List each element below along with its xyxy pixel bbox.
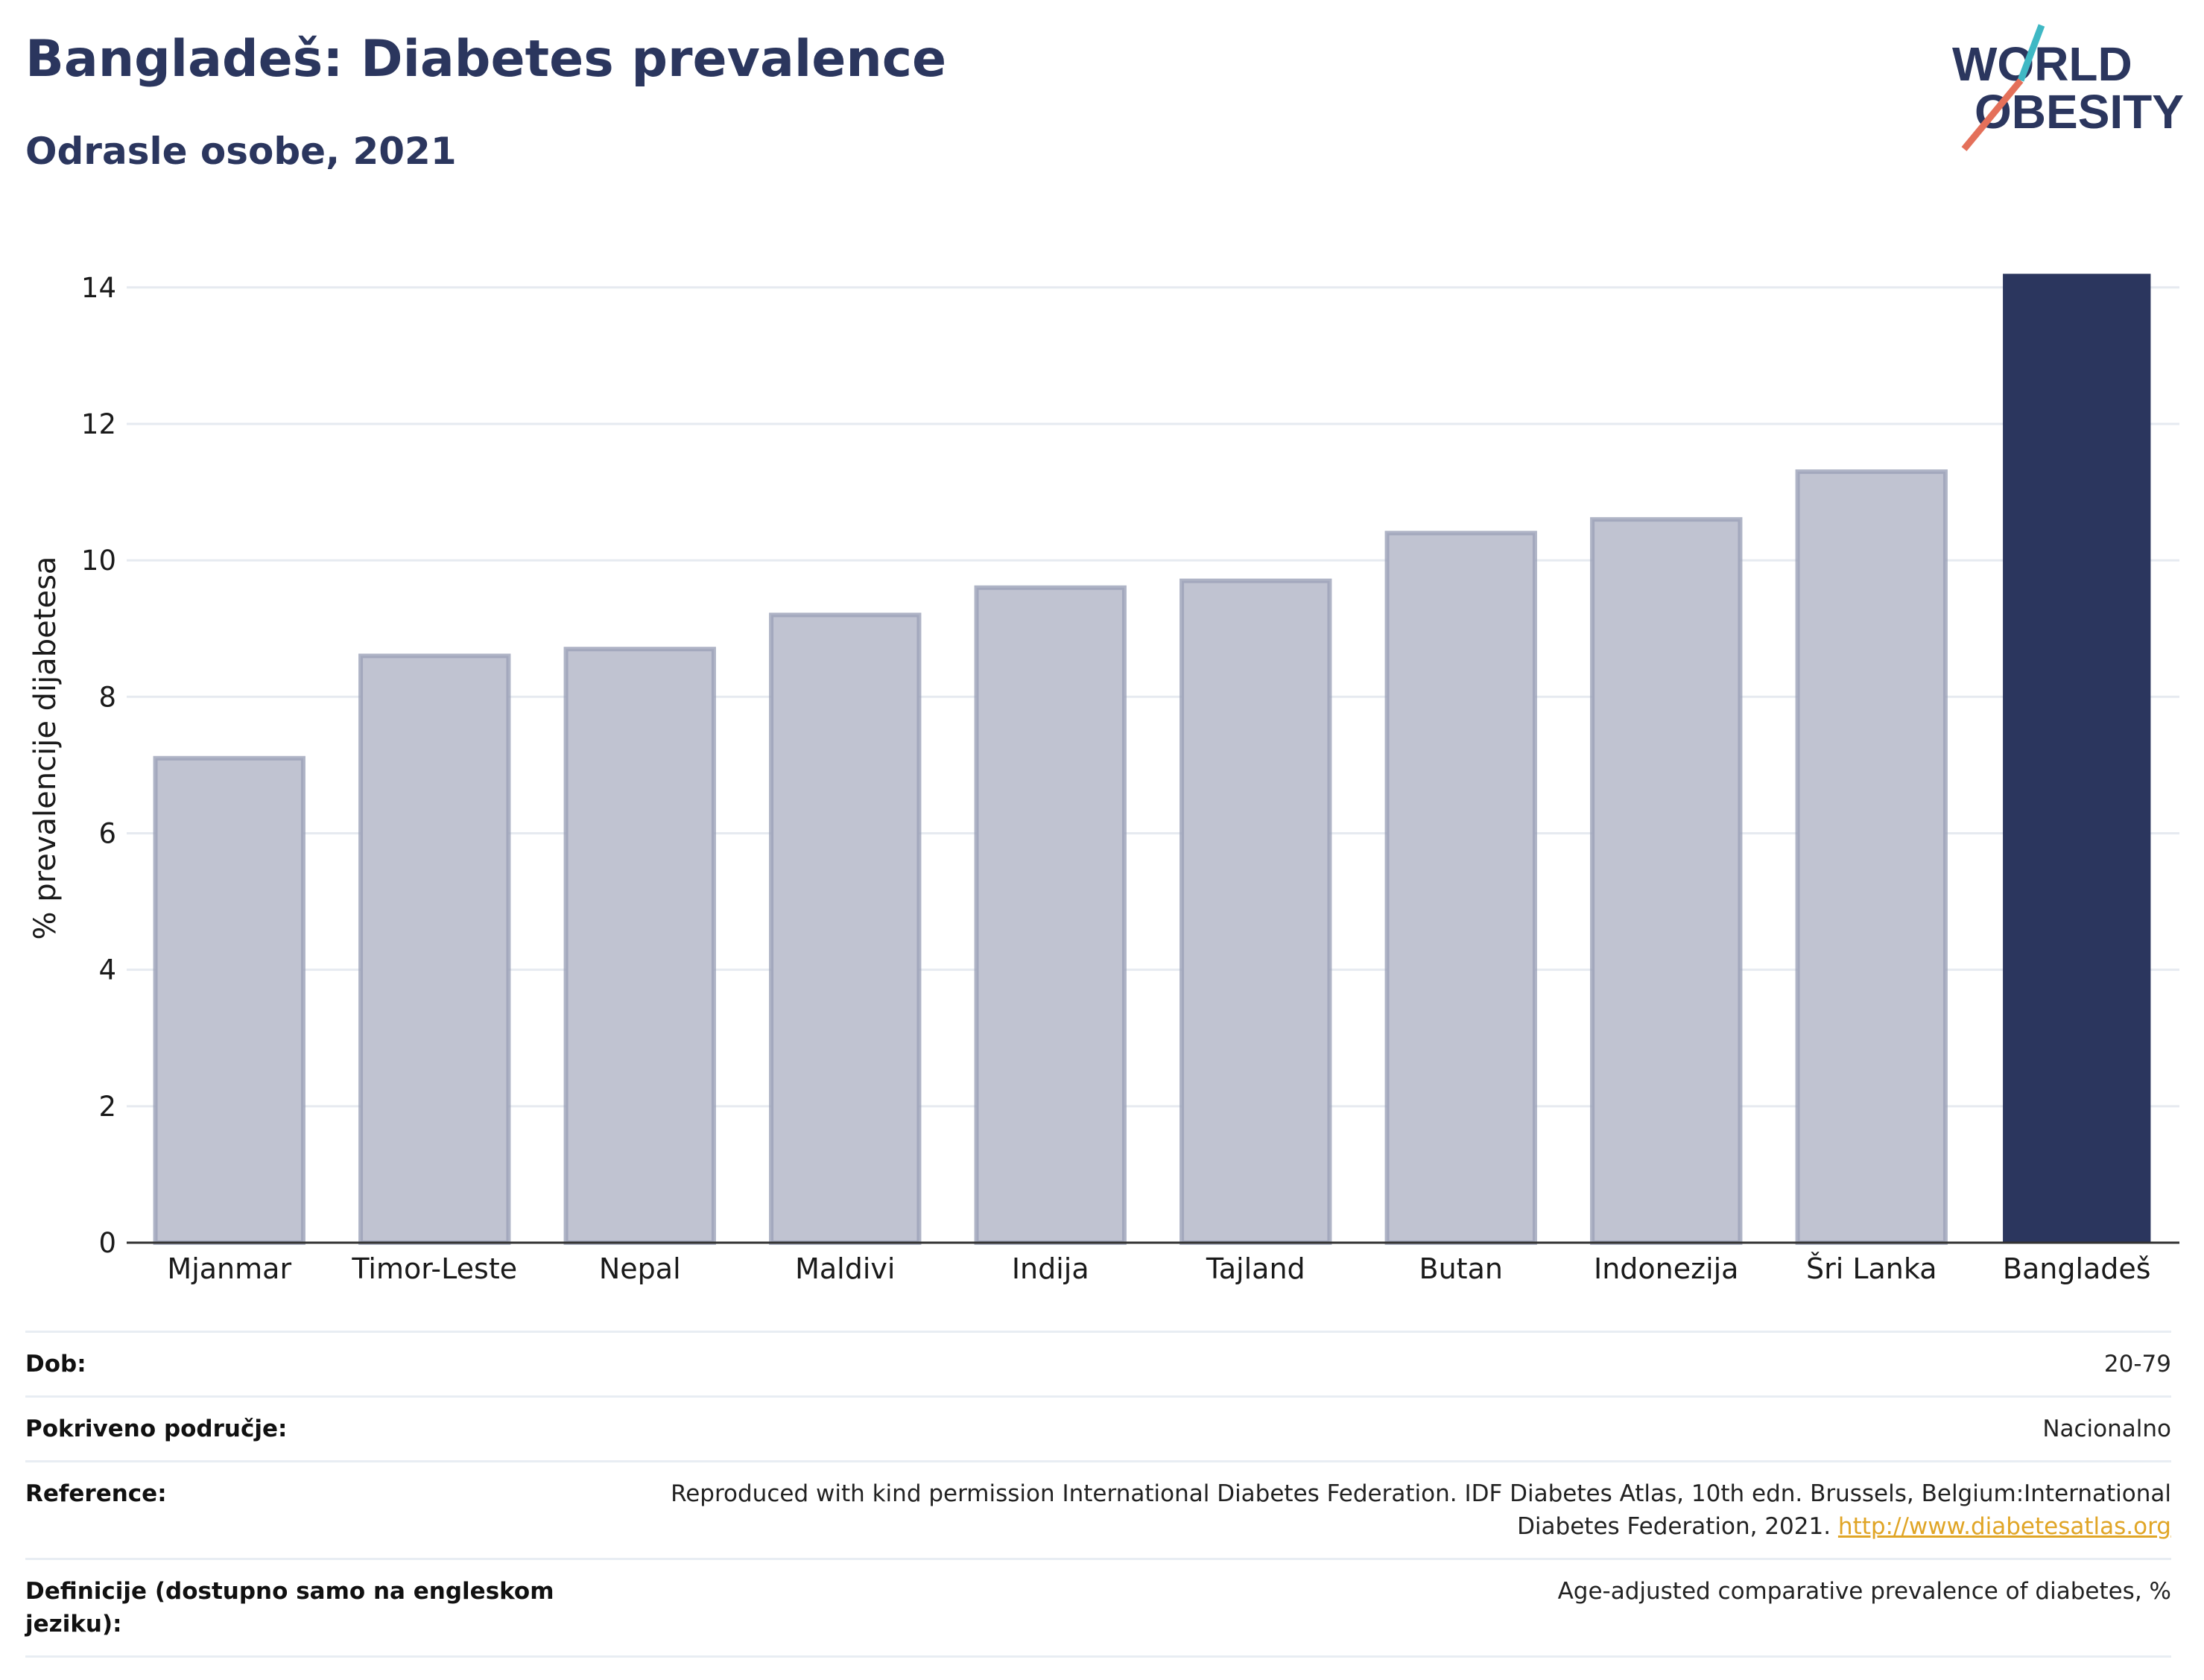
x-tick-labels: Mjanmar Timor-Leste Nepal Maldivi Indija Tajl… <box>167 1252 2150 1285</box>
x-tick-label: Indija <box>1012 1252 1089 1285</box>
logo-slash-red <box>1961 78 2024 151</box>
bar-timor-leste <box>358 653 511 1245</box>
chart-subtitle: Odrasle osobe, 2021 <box>25 130 457 173</box>
metadata-value: Reproduced with kind permission Internat… <box>577 1477 2171 1543</box>
bars <box>153 273 2151 1246</box>
bar-indija <box>974 585 1127 1245</box>
bar-butan <box>1384 530 1537 1245</box>
metadata-row-coverage: Pokriveno područje: Nacionalno <box>25 1395 2171 1460</box>
y-tick-label: 4 <box>98 954 116 986</box>
metadata-label: Dob: <box>25 1351 86 1378</box>
metadata-table: Dob: 20-79 Pokriveno područje: Nacionaln… <box>25 1331 2171 1658</box>
bar-maldivi <box>769 612 922 1245</box>
x-tick-label: Nepal <box>599 1252 681 1285</box>
x-tick-label: Šri Lanka <box>1806 1252 1937 1285</box>
y-tick-label: 14 <box>81 272 116 304</box>
metadata-label: Pokriveno područje: <box>25 1416 288 1442</box>
x-tick-label: Mjanmar <box>167 1252 291 1285</box>
x-tick-label: Maldivi <box>795 1252 895 1285</box>
reference-link[interactable]: http://www.diabetesatlas.org <box>1837 1513 2171 1540</box>
bar-indonezija <box>1590 517 1743 1245</box>
y-tick-label: 0 <box>98 1227 116 1259</box>
x-tick-label: Tajland <box>1206 1252 1305 1285</box>
metadata-value: 20-79 <box>2103 1351 2171 1378</box>
y-tick-label: 6 <box>98 817 116 849</box>
metadata-label: Definicije (dostupno samo na engleskom j… <box>25 1578 554 1638</box>
reference-text: Reproduced with kind permission Internat… <box>671 1480 2171 1540</box>
metadata-label: Reference: <box>25 1480 167 1507</box>
bar-mjanmar <box>153 755 305 1245</box>
logo-text-world: WORLD <box>1952 37 2132 91</box>
metadata-value: Nacionalno <box>2042 1416 2171 1442</box>
chart-title: Bangladeš: Diabetes prevalence <box>25 30 947 89</box>
metadata-value: Age-adjusted comparative prevalence of d… <box>1557 1578 2171 1605</box>
x-tick-label: Butan <box>1419 1252 1503 1285</box>
y-tick-labels: 0 2 4 6 8 10 12 14 <box>81 272 116 1259</box>
bar-chart: 0 2 4 6 8 10 12 14 Mjanmar Timor-Leste Nepal Maldi… <box>28 272 2179 1285</box>
metadata-row-definition: Definicije (dostupno samo na engleskom j… <box>25 1558 2171 1658</box>
world-obesity-logo: WORLD OBESITY <box>1952 24 2184 151</box>
bar-tajland <box>1179 578 1332 1245</box>
y-tick-label: 10 <box>81 545 116 577</box>
x-tick-label: Bangladeš <box>2003 1252 2151 1285</box>
x-tick-label: Indonezija <box>1594 1252 1738 1285</box>
logo-slash-teal <box>2017 24 2045 82</box>
metadata-row-age: Dob: 20-79 <box>25 1331 2171 1395</box>
y-tick-label: 12 <box>81 408 116 440</box>
y-tick-label: 8 <box>98 681 116 713</box>
x-tick-label: Timor-Leste <box>351 1252 517 1285</box>
y-tick-label: 2 <box>98 1091 116 1123</box>
y-axis-label: % prevalencije dijabetesa <box>28 557 63 940</box>
bar--ri-lanka <box>1795 469 1948 1246</box>
bar-banglade- <box>2003 273 2151 1243</box>
bar-nepal <box>563 647 716 1245</box>
metadata-row-reference: Reference: Reproduced with kind permissi… <box>25 1460 2171 1558</box>
